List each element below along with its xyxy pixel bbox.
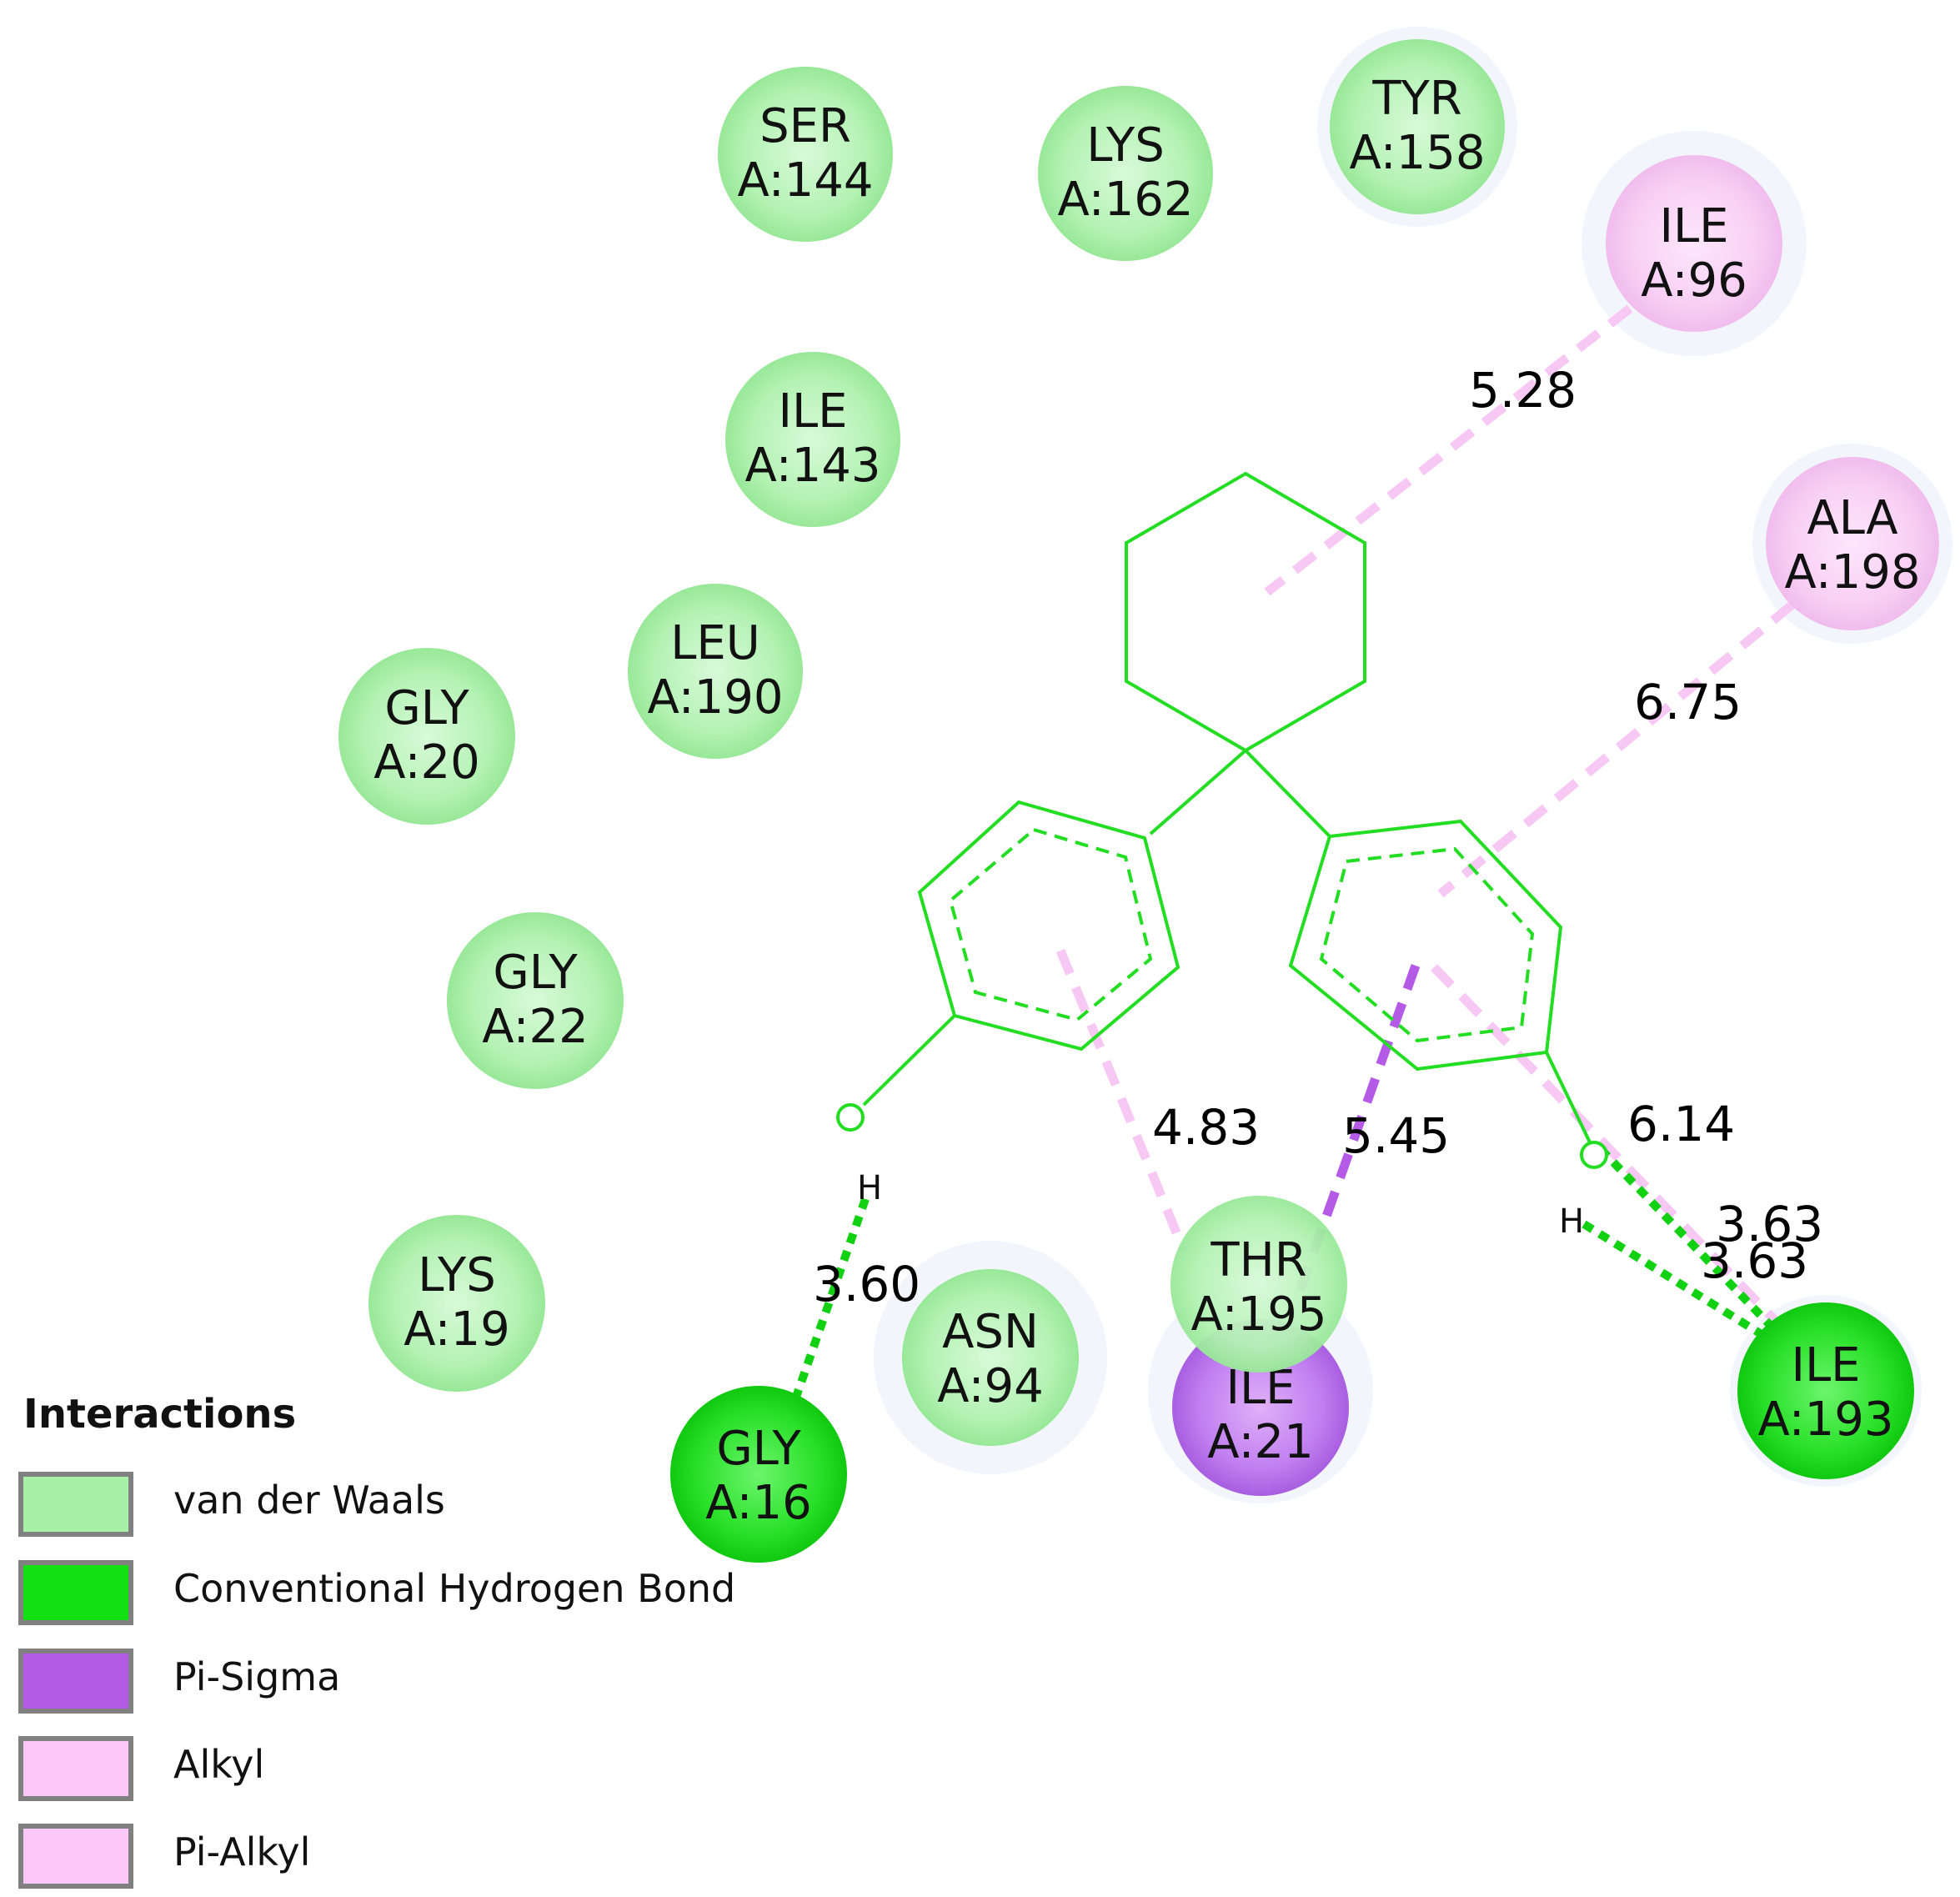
residue-tyr158: TYR A:158 [1330, 39, 1505, 214]
right-phenyl-ring [1288, 819, 1563, 1071]
svg-text:Pi-Sigma: Pi-Sigma [173, 1654, 340, 1699]
residue-ile96: ILE A:96 [1606, 155, 1782, 332]
svg-text:A:16: A:16 [705, 1476, 811, 1530]
residue-gly16: GLY A:16 [670, 1386, 847, 1563]
svg-text:A:20: A:20 [373, 735, 479, 790]
ile193-hbond-line-2 [1582, 1220, 1793, 1357]
svg-text:SER: SER [759, 99, 851, 153]
legend-item-van-der-waals: van der Waals [18, 1472, 445, 1537]
svg-text:GLY: GLY [493, 946, 578, 1000]
svg-text:ILE: ILE [778, 384, 847, 439]
svg-text:Conventional Hydrogen Bond: Conventional Hydrogen Bond [173, 1566, 735, 1611]
residue-lys19: LYS A:19 [368, 1215, 545, 1392]
residue-ser144: SER A:144 [718, 67, 893, 242]
svg-text:LYS: LYS [1086, 118, 1165, 173]
residue-thr195: THR A:195 [1170, 1196, 1347, 1373]
svg-text:GLY: GLY [716, 1422, 801, 1476]
residue-gly20: GLY A:20 [338, 648, 515, 825]
svg-text:Pi-Alkyl: Pi-Alkyl [173, 1829, 310, 1874]
svg-text:A:158: A:158 [1349, 126, 1485, 180]
svg-text:ALA: ALA [1807, 491, 1897, 545]
svg-text:LYS: LYS [418, 1248, 496, 1302]
distance-label: 3.63 [1701, 1232, 1808, 1289]
svg-text:THR: THR [1210, 1233, 1306, 1287]
ala198-pialkyl-line [1437, 600, 1796, 898]
residue-gly22: GLY A:22 [447, 912, 624, 1089]
ile193-pialkyl-line [1431, 964, 1796, 1342]
svg-text:van der Waals: van der Waals [173, 1478, 445, 1523]
residue-lys162: LYS A:162 [1038, 86, 1213, 261]
distance-label: 3.60 [813, 1256, 920, 1312]
svg-text:A:21: A:21 [1207, 1415, 1313, 1469]
gly16-hbond-line [779, 1197, 870, 1434]
svg-text:A:193: A:193 [1757, 1393, 1893, 1447]
left-hydroxyl-atom [836, 1103, 865, 1132]
distance-label: 5.28 [1469, 362, 1577, 419]
residue-ile193: ILE A:193 [1737, 1302, 1914, 1479]
svg-text:A:144: A:144 [737, 153, 873, 208]
distance-labels: 5.28 6.75 4.83 5.45 6.14 3.60 3.63 3.63 [813, 362, 1823, 1312]
svg-text:A:22: A:22 [482, 1000, 588, 1054]
residue-asn94: ASN A:94 [902, 1269, 1079, 1446]
residue-ile143: ILE A:143 [725, 352, 900, 527]
svg-text:Alkyl: Alkyl [173, 1742, 264, 1787]
distance-label: 3.63 [1716, 1196, 1823, 1252]
distance-label: 6.14 [1627, 1096, 1735, 1152]
svg-text:ASN: ASN [942, 1305, 1039, 1359]
cyclohexane-ring [1125, 471, 1366, 753]
distance-label: 4.83 [1152, 1099, 1260, 1156]
right-hydrogen-label: H [1559, 1202, 1584, 1241]
legend: Interactions van der Waals Conventional … [18, 1391, 735, 1889]
svg-text:GLY: GLY [384, 681, 469, 735]
svg-text:TYR: TYR [1371, 72, 1461, 126]
svg-text:A:198: A:198 [1784, 545, 1920, 600]
distance-label: 5.45 [1342, 1107, 1450, 1164]
legend-item-pi-sigma: Pi-Sigma [18, 1649, 340, 1714]
left-phenyl-ring [917, 800, 1181, 1051]
legend-item-alkyl: Alkyl [18, 1736, 264, 1801]
svg-text:A:19: A:19 [404, 1302, 509, 1357]
legend-item-pi-alkyl: Pi-Alkyl [18, 1824, 310, 1889]
residue-leu190: LEU A:190 [628, 584, 803, 759]
svg-text:A:162: A:162 [1057, 173, 1193, 227]
svg-text:LEU: LEU [670, 616, 760, 670]
svg-text:A:195: A:195 [1191, 1287, 1326, 1342]
left-hydrogen-label: H [857, 1169, 882, 1207]
legend-title: Interactions [23, 1391, 296, 1438]
svg-text:A:94: A:94 [937, 1359, 1043, 1413]
ligand-structure [836, 471, 1608, 1169]
ile96-alkyl-line [1264, 304, 1633, 596]
ile193-hbond-line-1 [1597, 1146, 1794, 1350]
ile21-pialkyl-line [1055, 948, 1189, 1253]
svg-text:A:96: A:96 [1641, 253, 1747, 308]
residue-ala198: ALA A:198 [1766, 457, 1939, 630]
right-hydroxyl-atom [1580, 1141, 1608, 1169]
svg-text:A:190: A:190 [647, 670, 783, 725]
svg-text:A:143: A:143 [744, 439, 880, 493]
distance-label: 6.75 [1634, 674, 1742, 730]
svg-text:ILE: ILE [1791, 1338, 1860, 1393]
svg-text:ILE: ILE [1659, 199, 1728, 253]
legend-item-conventional-hydrogen-bond: Conventional Hydrogen Bond [18, 1560, 735, 1625]
